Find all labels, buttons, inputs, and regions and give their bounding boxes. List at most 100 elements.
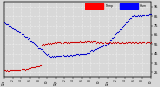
Point [12, 27, 15, 29]
Point [61, 55, 64, 56]
Point [108, 40, 111, 41]
Point [123, 25, 125, 26]
Point [136, 42, 139, 43]
Point [13, 28, 16, 30]
Point [78, 54, 80, 56]
Point [48, 43, 50, 44]
Point [140, 43, 143, 44]
Point [99, 46, 102, 48]
Point [32, 41, 34, 43]
Point [43, 44, 45, 46]
Point [89, 50, 92, 52]
Point [4, 70, 6, 71]
Point [120, 28, 122, 29]
Point [132, 42, 135, 43]
Point [41, 49, 43, 50]
Point [65, 42, 68, 44]
Point [18, 69, 21, 71]
Point [29, 67, 32, 68]
Point [63, 55, 66, 56]
Point [47, 43, 49, 44]
Point [43, 51, 45, 52]
Point [3, 21, 5, 23]
Point [126, 21, 128, 22]
Point [102, 44, 105, 46]
Point [115, 42, 117, 43]
Point [19, 31, 22, 33]
Point [144, 14, 147, 15]
Point [38, 65, 40, 66]
Point [140, 15, 143, 16]
Point [148, 14, 151, 15]
Point [130, 42, 132, 43]
Point [91, 41, 93, 42]
Point [121, 26, 123, 28]
Point [142, 42, 145, 43]
Point [148, 42, 151, 44]
Point [116, 41, 118, 43]
Point [79, 53, 81, 55]
Point [125, 22, 127, 23]
Point [64, 55, 67, 56]
Point [47, 53, 49, 55]
Point [80, 41, 82, 42]
Point [56, 41, 59, 43]
Point [110, 37, 113, 38]
Point [6, 69, 8, 71]
Point [20, 33, 23, 35]
Point [60, 55, 63, 56]
Point [102, 42, 105, 43]
Point [58, 41, 61, 42]
Point [89, 41, 92, 42]
Point [44, 43, 46, 44]
Point [88, 52, 90, 54]
Point [145, 41, 148, 43]
Point [32, 42, 35, 44]
Point [77, 53, 79, 55]
Point [51, 55, 54, 57]
Point [49, 42, 52, 43]
Point [141, 14, 144, 15]
Point [15, 69, 18, 70]
Point [149, 13, 152, 15]
Point [62, 55, 65, 56]
Point [11, 27, 14, 28]
Point [70, 55, 73, 56]
Point [85, 54, 87, 55]
Point [100, 41, 103, 43]
Point [118, 42, 120, 43]
Point [50, 43, 52, 44]
Point [134, 15, 136, 16]
Point [8, 70, 11, 71]
Point [45, 44, 47, 45]
Point [127, 20, 129, 22]
Point [42, 50, 44, 52]
Point [28, 40, 31, 42]
Point [93, 41, 96, 42]
Point [86, 52, 88, 54]
Point [67, 42, 70, 43]
Point [141, 41, 144, 42]
Point [124, 42, 126, 43]
Point [28, 67, 31, 68]
Point [128, 19, 130, 20]
Point [5, 23, 7, 24]
Point [77, 41, 79, 43]
Point [84, 41, 86, 42]
Point [53, 56, 56, 57]
Point [147, 14, 150, 15]
Point [135, 15, 138, 16]
Point [18, 31, 21, 33]
Point [69, 54, 72, 56]
Point [50, 56, 52, 58]
Point [127, 42, 129, 43]
Point [79, 40, 81, 42]
Point [99, 42, 102, 43]
Point [128, 42, 130, 43]
Point [56, 56, 59, 57]
Point [8, 26, 11, 27]
Point [68, 54, 71, 56]
Point [123, 42, 125, 43]
Point [63, 41, 66, 43]
Point [92, 41, 95, 42]
